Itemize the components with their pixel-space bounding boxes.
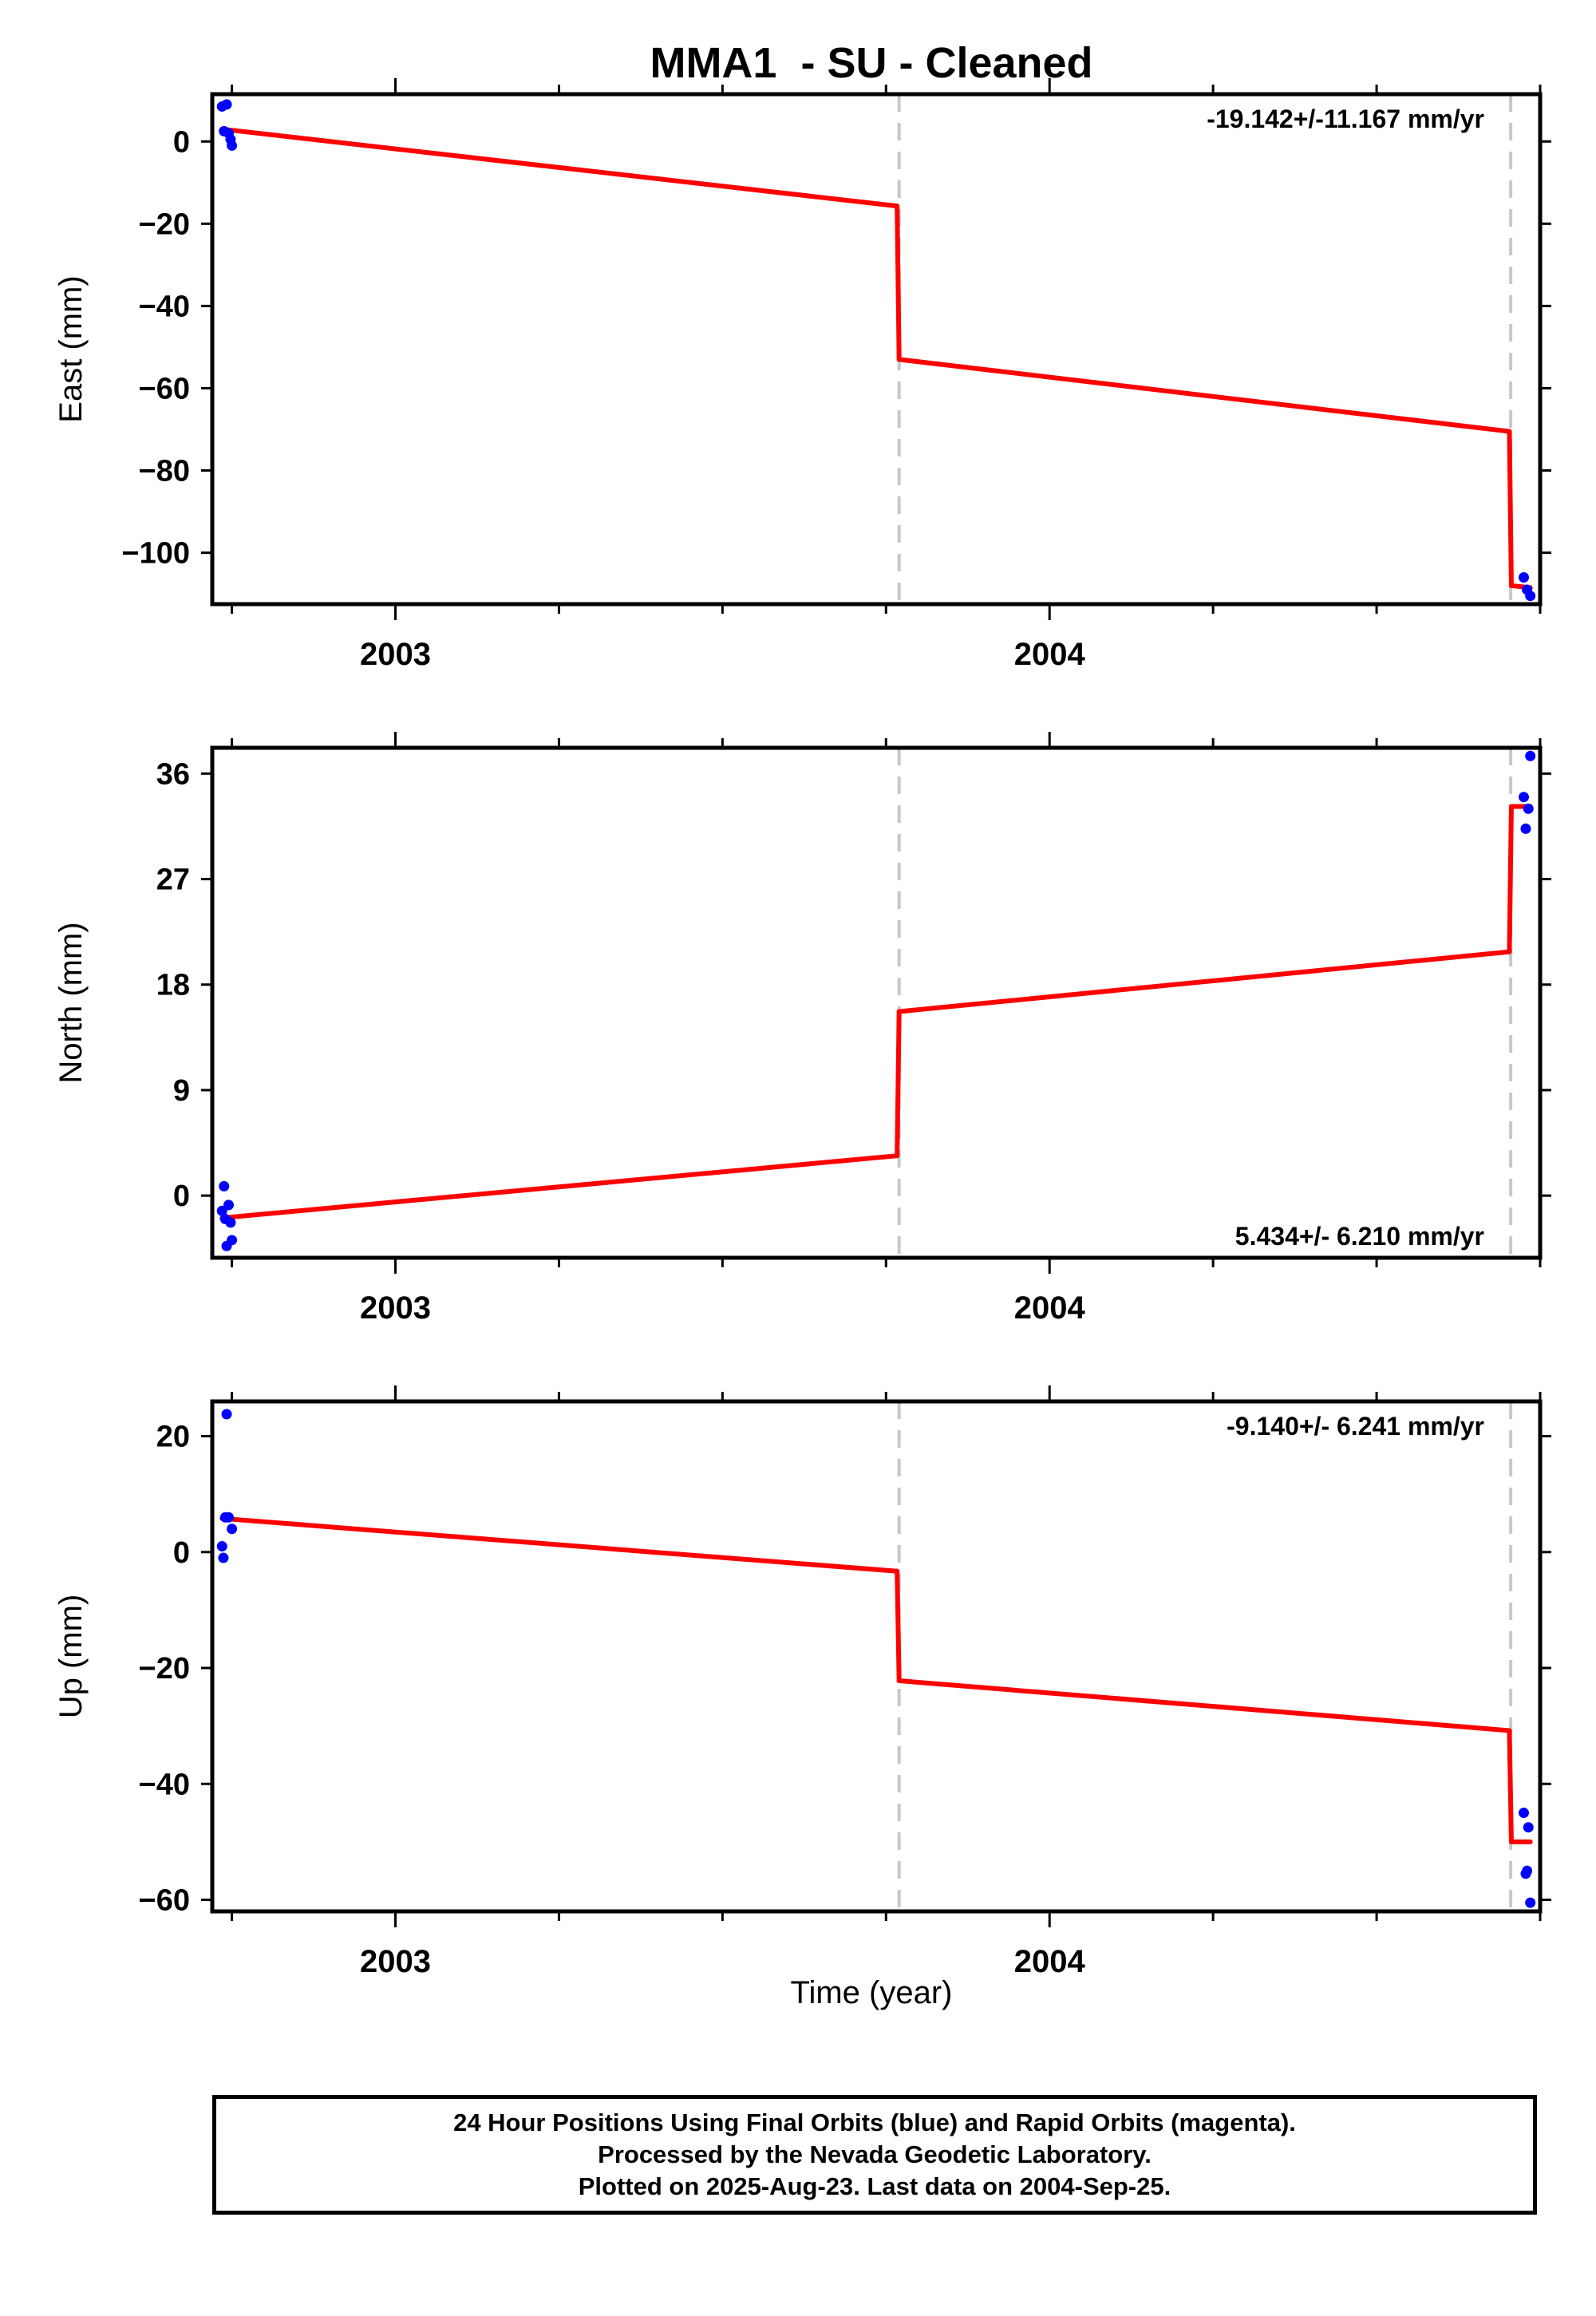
model-segment — [1507, 429, 1514, 588]
model-segment — [1507, 1728, 1514, 1844]
model-segment — [219, 126, 900, 209]
plot-frame — [210, 1399, 1543, 1914]
model-segment — [895, 1568, 902, 1683]
data-point — [223, 1512, 234, 1523]
data-point — [216, 1541, 227, 1552]
model-segment — [895, 1009, 902, 1159]
y-axis-label: Up (mm) — [53, 1595, 89, 1719]
model-segment — [896, 949, 1512, 1014]
data-point — [221, 99, 232, 110]
x-tick-label: 2004 — [1014, 1290, 1086, 1326]
data-point — [227, 1235, 238, 1246]
rate-annotation: 5.434+/- 6.210 mm/yr — [1235, 1222, 1484, 1251]
data-point — [1523, 1822, 1534, 1833]
data-point — [1520, 823, 1531, 834]
x-tick-label: 2003 — [360, 637, 431, 672]
y-axis-label: North (mm) — [53, 922, 89, 1083]
model-segment — [896, 357, 1512, 434]
y-tick-label: 20 — [156, 1421, 190, 1454]
panels-group: 0 −20 −40 −60 −80 −100 2003 2004 East (mm) -19.14… — [53, 78, 1551, 1979]
x-tick-label: 2003 — [360, 1290, 431, 1326]
figure-title: MMA1 - SU - Cleaned — [650, 39, 1092, 87]
y-tick-label: 0 — [173, 1536, 190, 1570]
panel-up: 20 0 −20 −40 −60 2003 2004 Up (mm) -9.140+/- 6.2… — [53, 1385, 1551, 1979]
plot-frame — [210, 745, 1543, 1260]
data-point — [227, 140, 238, 151]
model-segment — [219, 1516, 900, 1574]
y-tick-label: 0 — [173, 1180, 190, 1213]
data-point — [1525, 1897, 1536, 1908]
footer-line-3: Plotted on 2025-Aug-23. Last data on 200… — [578, 2172, 1171, 2200]
y-tick-label: 0 — [173, 125, 190, 159]
panel-east: 0 −20 −40 −60 −80 −100 2003 2004 East (mm) -19.14… — [53, 78, 1551, 672]
data-point — [227, 1524, 238, 1535]
data-point — [1522, 1865, 1533, 1876]
y-tick-label: −60 — [139, 1883, 190, 1917]
data-point — [219, 1180, 230, 1192]
plot-frame — [210, 92, 1543, 607]
model-segment — [895, 204, 902, 362]
model-segment — [896, 1678, 1512, 1733]
y-tick-label: −80 — [139, 455, 190, 488]
y-tick-label: −20 — [139, 1652, 190, 1686]
data-point — [1523, 803, 1534, 814]
data-point — [1519, 1808, 1530, 1819]
data-point — [221, 1409, 232, 1420]
x-axis-label: Time (year) — [791, 1975, 953, 2010]
data-point — [218, 1552, 229, 1563]
rate-annotation: -9.140+/- 6.241 mm/yr — [1227, 1412, 1484, 1441]
y-axis-label: East (mm) — [53, 275, 89, 422]
data-point — [1525, 750, 1536, 761]
footer-line-1: 24 Hour Positions Using Final Orbits (bl… — [453, 2109, 1296, 2136]
y-tick-label: 27 — [156, 864, 190, 897]
y-tick-label: −20 — [139, 207, 190, 241]
y-tick-label: −60 — [139, 372, 190, 405]
model-segment — [1507, 804, 1514, 954]
y-tick-label: 18 — [156, 969, 190, 1002]
panel-north: 36 27 18 9 0 2003 2004 North (mm) 5.434+/- 6.210… — [53, 732, 1551, 1326]
footer-box: 24 Hour Positions Using Final Orbits (bl… — [212, 2095, 1537, 2215]
y-tick-label: 36 — [156, 757, 190, 791]
footer-line-2: Processed by the Nevada Geodetic Laborat… — [598, 2140, 1152, 2168]
data-point — [1525, 591, 1536, 602]
data-point — [1519, 572, 1530, 583]
x-tick-label: 2003 — [360, 1944, 431, 1979]
x-tick-label: 2004 — [1014, 637, 1086, 672]
y-tick-label: −40 — [139, 1768, 190, 1801]
y-tick-label: 9 — [173, 1074, 190, 1108]
rate-annotation: -19.142+/-11.167 mm/yr — [1207, 105, 1484, 133]
data-point — [225, 1217, 236, 1228]
data-point — [1519, 792, 1530, 803]
x-tick-label: 2004 — [1014, 1944, 1086, 1979]
y-tick-label: −40 — [139, 290, 190, 323]
y-tick-label: −100 — [121, 537, 190, 571]
model-segment — [219, 1153, 900, 1221]
data-point — [223, 1199, 234, 1211]
